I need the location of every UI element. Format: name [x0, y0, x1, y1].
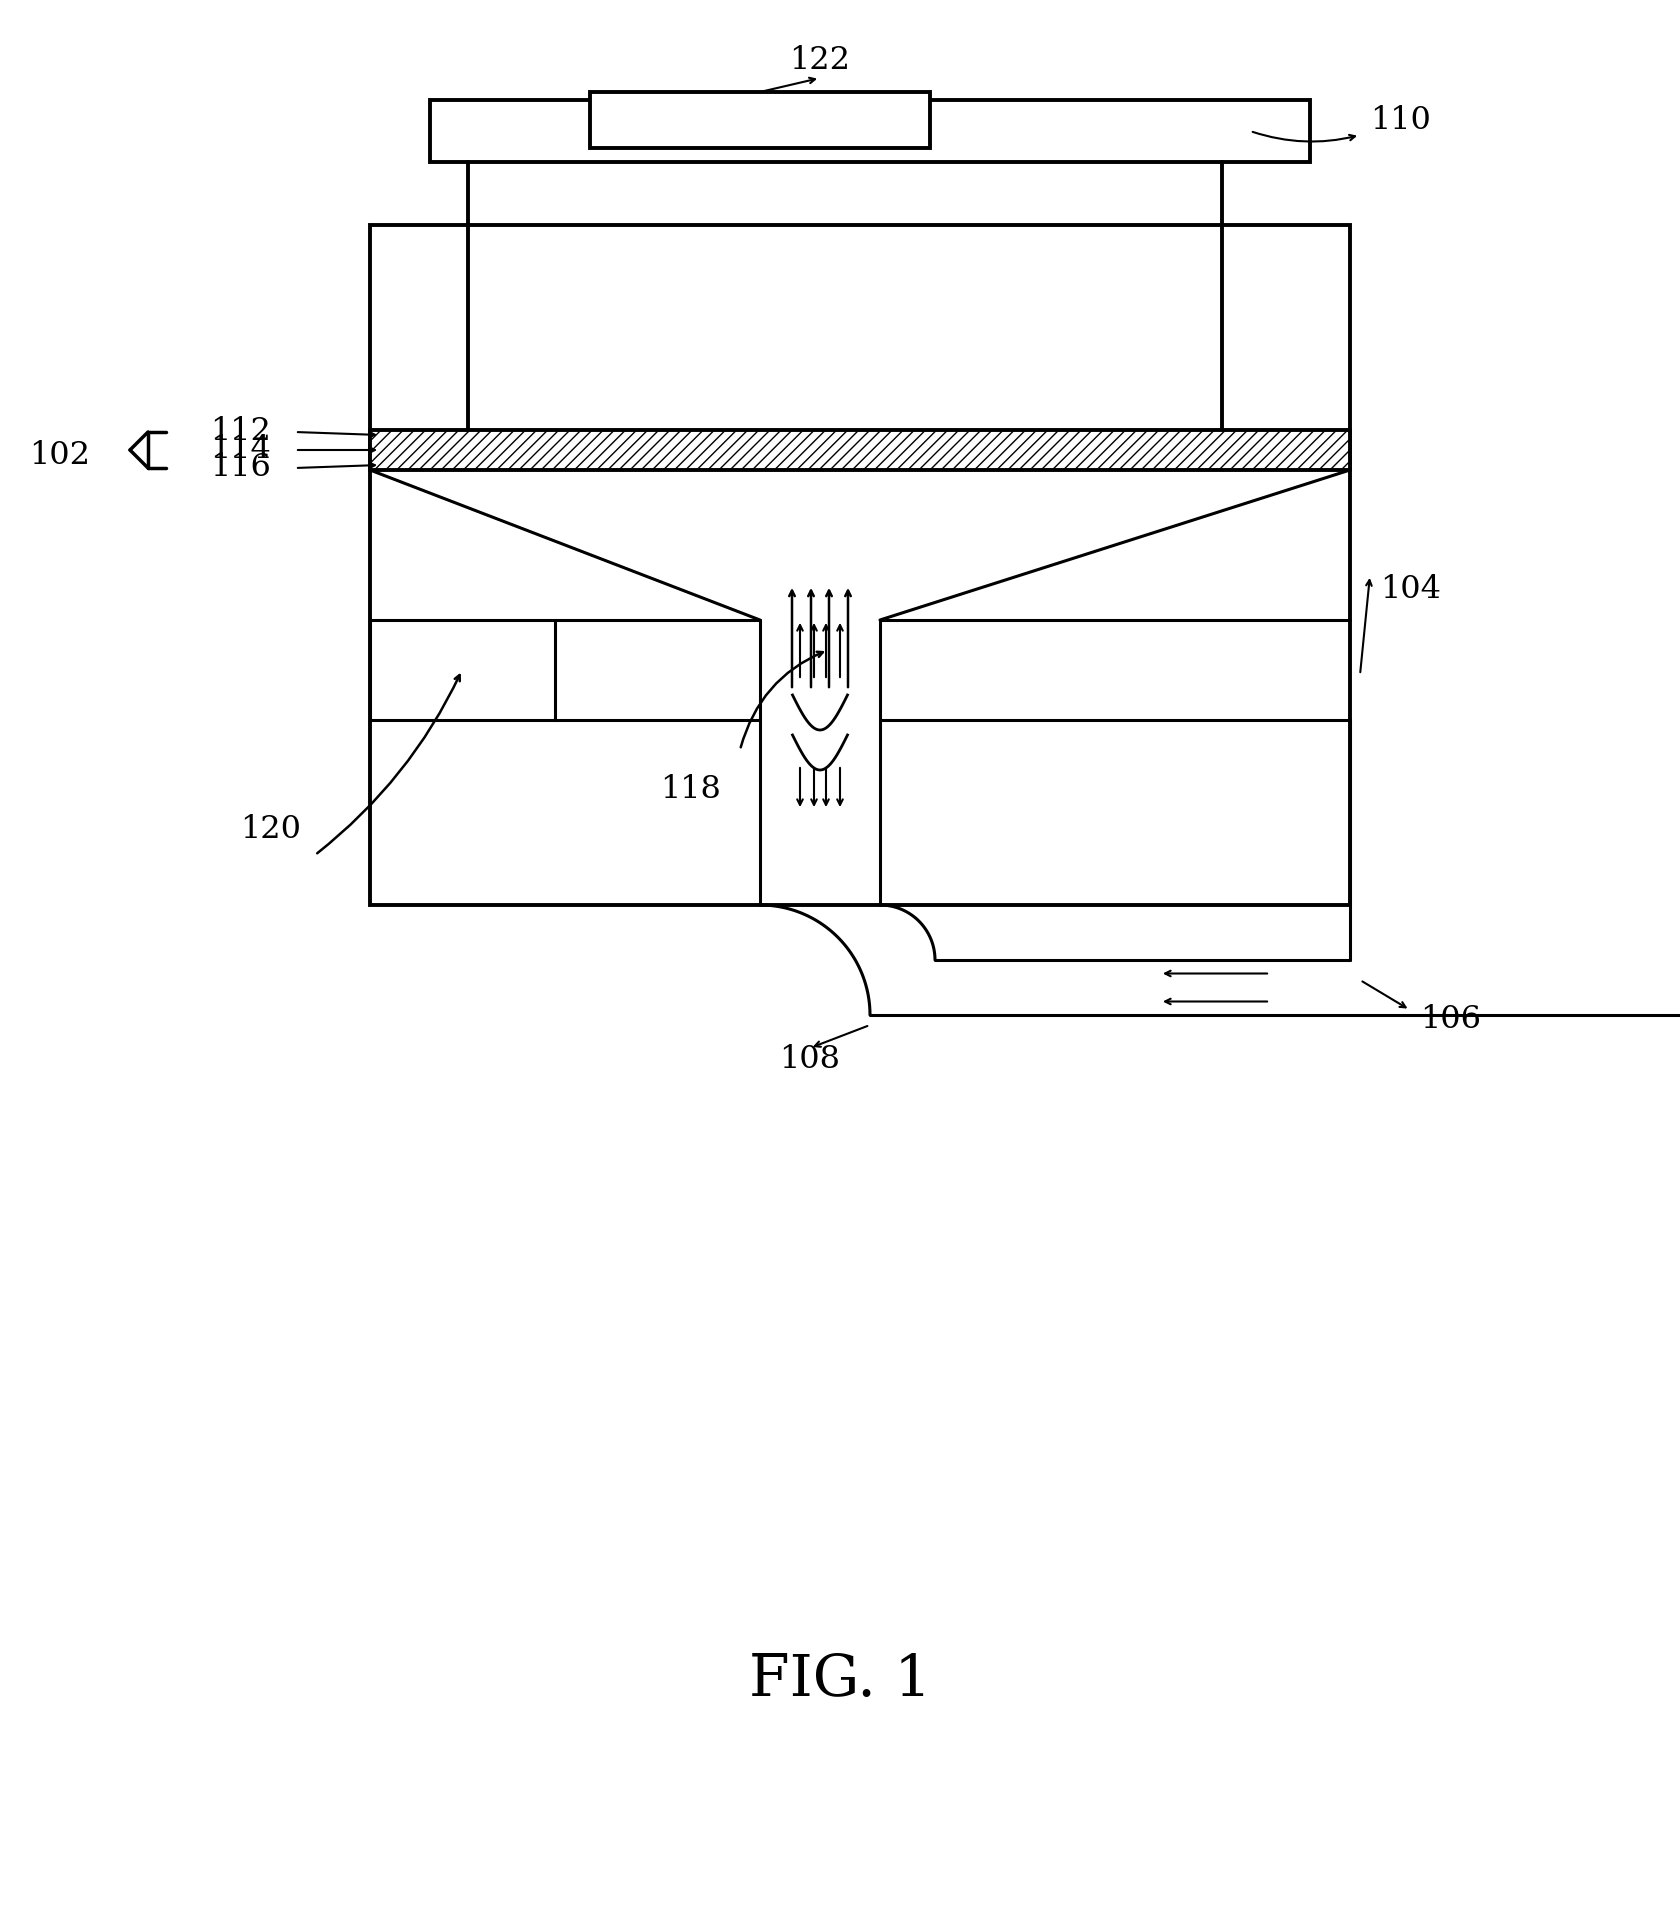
Text: 110: 110	[1369, 104, 1430, 135]
Text: 120: 120	[240, 814, 301, 845]
Bar	[590, 92, 929, 148]
Text: 108: 108	[780, 1045, 840, 1076]
Text: FIG. 1: FIG. 1	[748, 1652, 931, 1707]
Text: 114: 114	[210, 435, 270, 466]
Text: 118: 118	[660, 774, 721, 805]
Bar	[370, 225, 1349, 905]
Bar	[370, 429, 1349, 470]
Text: 112: 112	[210, 416, 270, 447]
Text: 102: 102	[30, 439, 91, 470]
Text: 106: 106	[1420, 1005, 1480, 1036]
Bar	[370, 620, 554, 720]
Text: 104: 104	[1379, 574, 1440, 606]
Text: 122: 122	[790, 44, 850, 75]
Bar	[430, 100, 1309, 162]
Text: 116: 116	[210, 452, 270, 483]
